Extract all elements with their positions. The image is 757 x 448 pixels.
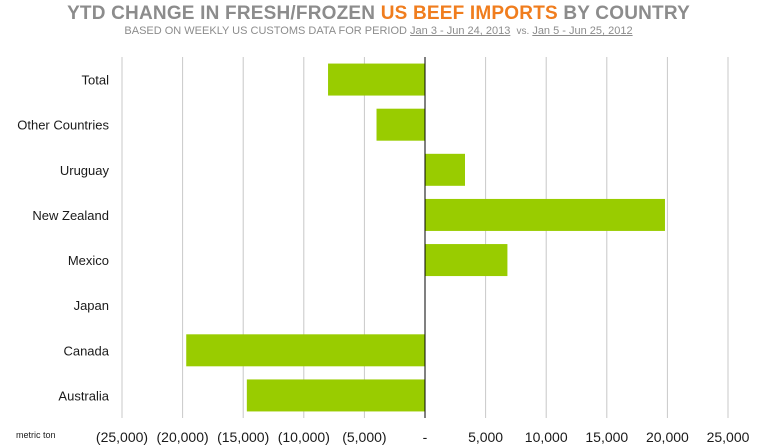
x-tick-label-5: - <box>423 429 428 445</box>
category-label-japan: Japan <box>74 298 109 313</box>
category-label-australia: Australia <box>58 388 109 403</box>
bar-total <box>328 63 425 96</box>
bar-mexico <box>425 244 508 277</box>
category-labels: Total Other Countries Uruguay New Zealand Me… <box>17 73 110 404</box>
x-tick-label-1: (20,000) <box>157 429 209 445</box>
category-label-canada: Canada <box>63 343 109 358</box>
subtitle-prefix: BASED ON WEEKLY US CUSTOMS DATA FOR PERI… <box>124 25 411 37</box>
x-tick-label-10: 25,000 <box>707 429 750 445</box>
x-tick-label-7: 10,000 <box>525 429 568 445</box>
bar-new-zealand <box>425 198 665 231</box>
x-tick-label-8: 15,000 <box>585 429 628 445</box>
category-label-new-zealand: New Zealand <box>32 208 109 223</box>
x-tick-label-2: (15,000) <box>217 429 269 445</box>
x-tick-label-9: 20,000 <box>646 429 689 445</box>
bar-other-countries <box>376 108 425 141</box>
x-tick-label-0: (25,000) <box>96 429 148 445</box>
chart-title: YTD CHANGE IN FRESH/FROZEN US BEEF IMPOR… <box>0 3 757 25</box>
x-tick-label-6: 5,000 <box>468 429 503 445</box>
x-tick-labels: (25,000) (20,000) (15,000) (10,000) (5,000) -… <box>96 429 750 445</box>
category-label-mexico: Mexico <box>68 253 109 268</box>
category-label-uruguay: Uruguay <box>60 163 110 178</box>
x-tick-label-4: (5,000) <box>342 429 386 445</box>
category-label-other-countries: Other Countries <box>17 118 109 133</box>
title-prefix: YTD CHANGE IN FRESH/FROZEN <box>67 3 381 24</box>
bar-canada <box>186 334 425 367</box>
period-current: Jan 3 - Jun 24, 2013 <box>410 25 511 37</box>
bars <box>186 63 665 412</box>
period-previous: Jan 5 - Jun 25, 2012 <box>532 25 633 37</box>
gridlines <box>121 57 729 418</box>
bar-australia <box>246 379 425 412</box>
subtitle-vs: vs. <box>516 26 530 37</box>
chart-subtitle: BASED ON WEEKLY US CUSTOMS DATA FOR PERI… <box>0 25 757 37</box>
bar-uruguay <box>425 153 465 186</box>
title-accent: US BEEF IMPORTS <box>380 3 558 24</box>
category-label-total: Total <box>82 73 110 88</box>
x-axis-unit-label: metric ton <box>16 430 56 440</box>
x-tick-label-3: (10,000) <box>278 429 330 445</box>
title-suffix: BY COUNTRY <box>557 3 690 24</box>
